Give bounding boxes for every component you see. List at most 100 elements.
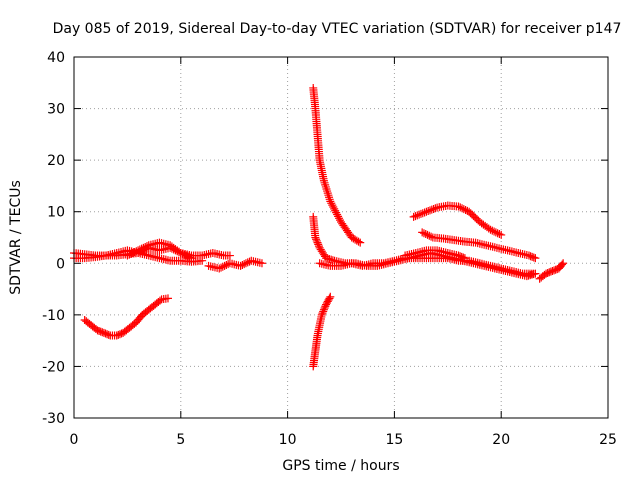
data-point (333, 210, 342, 219)
data-point (176, 248, 185, 257)
data-point (163, 294, 172, 303)
data-point (497, 230, 506, 239)
y-tick-label: -10 (42, 308, 65, 324)
series-arc-8 (309, 292, 335, 371)
x-axis-label: GPS time / hours (282, 458, 399, 474)
data-point (187, 254, 196, 263)
data-point (139, 243, 148, 252)
y-tick-label: 40 (47, 50, 65, 66)
data-point (425, 231, 434, 240)
data-point (558, 260, 567, 269)
data-point (356, 238, 365, 247)
data-point (427, 232, 436, 241)
data-point (409, 212, 418, 221)
data-point (220, 261, 229, 270)
data-point (422, 207, 431, 216)
series-arc-9 (315, 254, 538, 278)
data-point (326, 292, 335, 301)
data-point (486, 225, 495, 234)
data-point (238, 261, 247, 270)
data-point (459, 205, 468, 214)
data-point (420, 208, 429, 217)
data-point (243, 258, 252, 267)
data-point (351, 235, 360, 244)
data-point (531, 254, 540, 263)
y-tick-label: -20 (42, 359, 65, 375)
data-point (334, 212, 343, 221)
data-point (427, 205, 436, 214)
data-point (320, 178, 329, 187)
data-point (128, 248, 137, 257)
data-point (461, 205, 470, 214)
y-tick-label: 30 (47, 102, 65, 118)
data-point (130, 248, 139, 257)
grid-lines (74, 57, 608, 418)
series-arc-3 (123, 238, 196, 263)
data-point (319, 305, 328, 314)
x-tick-label: 0 (70, 432, 79, 448)
data-point (426, 206, 434, 215)
data-point (135, 245, 144, 254)
data-point (125, 250, 134, 259)
data-point (218, 262, 227, 271)
data-point (321, 182, 330, 191)
data-point (313, 238, 322, 247)
data-point (424, 207, 433, 216)
data-point (347, 233, 356, 242)
data-point (324, 191, 333, 200)
data-point (460, 254, 469, 263)
data-point (325, 294, 334, 303)
data-point (490, 227, 499, 236)
data-point (178, 249, 187, 258)
x-tick-label: 10 (279, 432, 297, 448)
data-point (529, 269, 538, 278)
data-point (141, 242, 150, 251)
data-point (314, 242, 323, 251)
y-axis-label: SDTVAR / TECUs (8, 180, 24, 295)
series-arc-4 (204, 256, 266, 273)
data-point (185, 253, 194, 262)
data-point (421, 230, 430, 239)
data-point (418, 228, 427, 237)
data-point (217, 263, 226, 272)
data-point (312, 236, 321, 245)
data-point (325, 195, 334, 204)
data-point (459, 253, 468, 262)
data-point (155, 296, 164, 305)
data-point (198, 256, 207, 265)
data-point (183, 252, 192, 261)
data-point (321, 180, 330, 189)
data-point (318, 309, 327, 318)
data-points (70, 83, 568, 371)
data-point (456, 203, 465, 212)
series-arc-5 (80, 294, 172, 340)
data-point (132, 247, 141, 256)
data-point (323, 187, 332, 196)
data-point (415, 210, 424, 219)
data-point (352, 236, 361, 245)
data-point (491, 228, 500, 237)
y-tick-label: 10 (47, 205, 65, 221)
y-tick-label: -30 (42, 411, 65, 427)
data-point (559, 259, 568, 268)
data-point (323, 189, 332, 198)
data-point (222, 261, 231, 270)
x-tick-label: 25 (599, 432, 617, 448)
data-point (329, 203, 338, 212)
data-point (104, 330, 113, 339)
data-point (332, 208, 341, 217)
data-point (413, 211, 422, 220)
x-tick-label: 15 (385, 432, 403, 448)
data-point (142, 242, 151, 251)
data-point (416, 209, 425, 218)
data-point (317, 310, 326, 319)
data-point (257, 259, 266, 268)
data-point (319, 307, 328, 316)
axis-ticks: 0 5 10 15 20 25 -30 -20 -10 0 10 20 30 40 (42, 50, 617, 448)
data-point (493, 229, 502, 238)
data-point (240, 260, 249, 269)
data-point (331, 206, 340, 215)
y-tick-label: 20 (47, 153, 65, 169)
data-point (319, 176, 328, 185)
data-point (236, 261, 245, 270)
